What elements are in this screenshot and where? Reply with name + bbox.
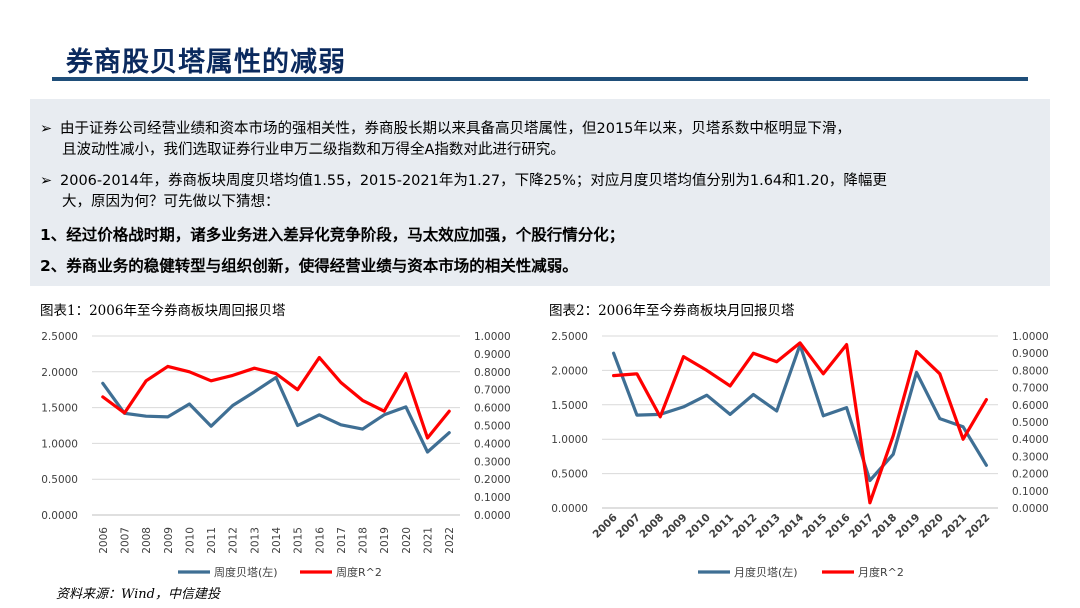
paragraph-2: ➢ 2006-2014年，券商板块周度贝塔均值1.55，2015-2021年为1.… xyxy=(40,171,887,213)
x-tick-label: 2019 xyxy=(893,512,922,541)
x-tick-label: 2008 xyxy=(141,527,153,554)
x-tick-label: 2012 xyxy=(228,527,240,554)
right-tick-label: 0.2000 xyxy=(474,474,511,486)
summary-box xyxy=(30,99,1050,286)
x-tick-label: 2017 xyxy=(847,512,876,541)
x-tick-label: 2016 xyxy=(314,527,326,554)
right-tick-label: 1.0000 xyxy=(474,331,511,343)
bullet-arrow-icon: ➢ xyxy=(40,173,53,189)
right-tick-label: 0.4000 xyxy=(1012,434,1049,446)
r2-series-line xyxy=(101,355,451,440)
right-tick-label: 0.5000 xyxy=(1012,417,1049,429)
left-tick-label: 1.0000 xyxy=(551,434,588,446)
right-tick-label: 0.6000 xyxy=(1012,400,1049,412)
right-tick-label: 0.1000 xyxy=(1012,486,1049,498)
right-tick-label: 0.9000 xyxy=(474,349,511,361)
x-tick-label: 2008 xyxy=(637,512,666,541)
right-tick-label: 0.9000 xyxy=(1012,348,1049,360)
x-tick-label: 2007 xyxy=(119,527,131,554)
right-tick-label: 1.0000 xyxy=(1012,331,1049,343)
paragraph-1-line-2: 且波动性减小，我们选取证券行业申万二级指数和万得全A指数对此进行研究。 xyxy=(62,142,565,158)
left-tick-label: 0.5000 xyxy=(551,469,588,481)
guess-2: 2、券商业务的稳健转型与组织创新，使得经营业绩与资本市场的相关性减弱。 xyxy=(40,257,578,275)
right-tick-label: 0.4000 xyxy=(474,438,511,450)
right-tick-label: 0.0000 xyxy=(474,510,511,522)
x-tick-label: 2014 xyxy=(777,512,806,541)
x-tick-label: 2014 xyxy=(271,527,283,554)
x-tick-label: 2006 xyxy=(98,527,110,554)
left-tick-label: 2.5000 xyxy=(551,331,588,343)
x-tick-label: 2020 xyxy=(917,512,946,541)
paragraph-1-line-1: 由于证券公司经营业绩和资本市场的强相关性，券商股长期以来具备高贝塔属性，但201… xyxy=(60,121,851,137)
left-tick-label: 1.5000 xyxy=(41,403,78,415)
x-tick-label: 2020 xyxy=(401,527,413,554)
x-tick-label: 2022 xyxy=(444,527,456,554)
chart-2-title: 图表2：2006年至今券商板块月回报贝塔 xyxy=(549,303,795,319)
x-tick-label: 2015 xyxy=(800,512,829,541)
x-tick-label: 2009 xyxy=(660,512,689,541)
right-tick-label: 0.8000 xyxy=(474,367,511,379)
weekly-beta-chart: 0.0000 0.5000 1.0000 1.5000 2.0000 2.5000 0.00… xyxy=(41,331,511,579)
left-tick-label: 1.5000 xyxy=(551,400,588,412)
legend-label: 月度R^2 xyxy=(858,565,904,579)
r2-series-line xyxy=(611,341,988,505)
paragraph-1: ➢ 由于证券公司经营业绩和资本市场的强相关性，券商股长期以来具备高贝塔属性，但20… xyxy=(40,119,851,161)
paragraph-2-line-2: 大，原因为何？可先做以下猜想： xyxy=(62,194,280,210)
left-tick-label: 2.0000 xyxy=(41,367,78,379)
legend-label: 周度R^2 xyxy=(336,565,382,579)
x-tick-label: 2021 xyxy=(423,527,435,554)
x-tick-label: 2010 xyxy=(684,512,713,541)
monthly-beta-chart: 0.0000 0.5000 1.0000 1.5000 2.0000 2.5000 0.00… xyxy=(551,331,1049,579)
right-tick-label: 0.7000 xyxy=(474,385,511,397)
x-tick-label: 2021 xyxy=(940,512,969,541)
x-tick-label: 2007 xyxy=(614,512,643,541)
legend-label: 周度贝塔(左) xyxy=(214,565,278,579)
right-tick-label: 0.5000 xyxy=(474,421,511,433)
right-tick-label: 0.7000 xyxy=(1012,383,1049,395)
left-tick-label: 1.0000 xyxy=(41,438,78,450)
source-note: 资料来源：Wind，中信建投 xyxy=(56,587,220,602)
x-tick-label: 2013 xyxy=(249,527,261,554)
right-tick-label: 0.1000 xyxy=(474,492,511,504)
x-tick-label: 2019 xyxy=(379,527,391,554)
x-tick-label: 2006 xyxy=(591,512,620,541)
right-tick-label: 0.6000 xyxy=(474,403,511,415)
x-tick-label: 2017 xyxy=(336,527,348,554)
right-tick-label: 0.8000 xyxy=(1012,365,1049,377)
left-tick-label: 0.0000 xyxy=(41,510,78,522)
x-tick-label: 2013 xyxy=(754,512,783,541)
x-tick-label: 2011 xyxy=(206,527,218,554)
title-underline xyxy=(52,77,1028,81)
x-tick-label: 2018 xyxy=(358,527,370,554)
bullet-arrow-icon: ➢ xyxy=(40,121,53,137)
legend-label: 月度贝塔(左) xyxy=(734,565,798,579)
x-tick-label: 2016 xyxy=(824,512,853,541)
x-tick-label: 2010 xyxy=(184,527,196,554)
page-title: 券商股贝塔属性的减弱 xyxy=(66,47,346,78)
paragraph-2-line-1: 2006-2014年，券商板块周度贝塔均值1.55，2015-2021年为1.2… xyxy=(60,173,887,189)
right-tick-label: 0.2000 xyxy=(1012,469,1049,481)
left-tick-label: 2.5000 xyxy=(41,331,78,343)
x-tick-label: 2018 xyxy=(870,512,899,541)
left-tick-label: 0.5000 xyxy=(41,474,78,486)
chart-1-title: 图表1：2006年至今券商板块周回报贝塔 xyxy=(40,303,286,319)
right-tick-label: 0.3000 xyxy=(1012,451,1049,463)
x-tick-label: 2012 xyxy=(730,512,759,541)
x-tick-label: 2015 xyxy=(293,527,305,554)
x-tick-label: 2022 xyxy=(963,512,992,541)
right-tick-label: 0.3000 xyxy=(474,456,511,468)
x-tick-label: 2009 xyxy=(163,527,175,554)
left-tick-label: 0.0000 xyxy=(551,503,588,515)
guess-1: 1、经过价格战时期，诸多业务进入差异化竞争阶段，马太效应加强，个股行情分化； xyxy=(40,226,625,244)
x-tick-label: 2011 xyxy=(707,512,736,541)
right-tick-label: 0.0000 xyxy=(1012,503,1049,515)
left-tick-label: 2.0000 xyxy=(551,365,588,377)
